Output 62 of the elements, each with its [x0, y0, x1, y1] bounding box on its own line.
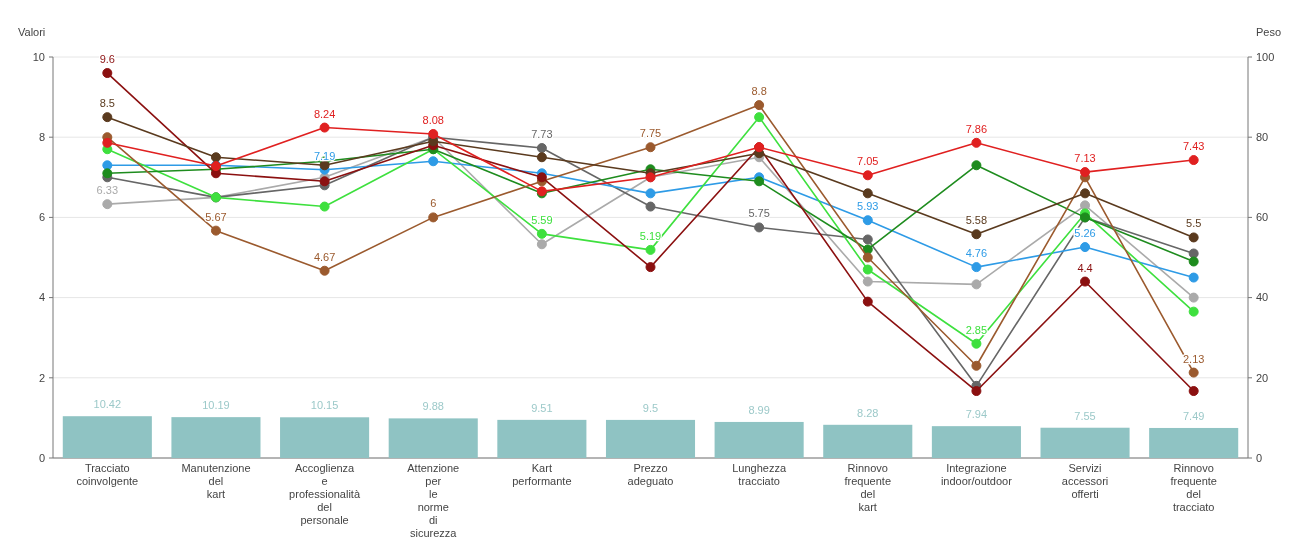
- y-tick-label: 6: [38, 211, 45, 224]
- data-label: 7.43: [1182, 140, 1205, 153]
- y-tick-label: 0: [38, 451, 45, 464]
- data-label: 9.51: [531, 401, 553, 414]
- x-tick-label: Rinnovo frequente del kart: [844, 462, 892, 513]
- data-label: 9.5: [642, 401, 659, 414]
- y2-tick-label: 80: [1256, 131, 1269, 144]
- data-label: 8.5: [99, 97, 115, 110]
- y2-tick-label: 100: [1256, 50, 1275, 63]
- x-tick-label: Tracciato coinvolgente: [76, 462, 139, 487]
- y-tick-label: 2: [38, 371, 45, 384]
- data-label: 7.49: [1182, 409, 1205, 422]
- data-label: 8.99: [748, 403, 770, 416]
- data-label: 7.05: [857, 155, 879, 168]
- data-label: 5.26: [1074, 227, 1096, 240]
- data-label: 9.6: [99, 53, 115, 66]
- data-label: 8.28: [857, 406, 879, 419]
- data-label: 5.75: [748, 207, 770, 220]
- data-label: 6: [430, 197, 437, 210]
- x-tick-label: Prezzo adeguato: [627, 462, 674, 487]
- y2-tick-label: 40: [1256, 291, 1269, 304]
- data-label: 4.76: [965, 247, 988, 260]
- y-tick-label: 4: [38, 291, 45, 304]
- data-label: 8.8: [751, 85, 767, 98]
- x-tick-label: Rinnovo frequente del tracciato: [1170, 462, 1217, 513]
- data-label: 9.88: [422, 400, 444, 413]
- x-tick-label: Servizi accessori offerti: [1061, 462, 1109, 500]
- data-label: 7.13: [1074, 152, 1096, 165]
- x-tick-label: Accoglienza e professionalità del personale: [289, 462, 361, 526]
- data-label: 7.55: [1074, 409, 1096, 422]
- y-tick-label: 8: [38, 131, 45, 144]
- data-label: 6.33: [96, 184, 119, 197]
- data-label: 7.94: [965, 408, 988, 421]
- data-label: 10.15: [310, 399, 339, 412]
- data-label: 7.19: [313, 149, 336, 162]
- y2-tick-label: 0: [1256, 451, 1263, 464]
- data-label: 7.86: [965, 122, 988, 135]
- data-label: 5.67: [205, 210, 227, 223]
- x-tick-label: Kart performante: [512, 462, 572, 487]
- data-label: 5.58: [965, 214, 988, 227]
- x-tick-label: Integrazione indoor/outdoor: [940, 462, 1013, 487]
- y2-tick-label: 20: [1256, 371, 1269, 384]
- data-label: 10.19: [202, 399, 230, 412]
- y2-axis-title: Peso: [1255, 26, 1281, 38]
- data-label: 5.93: [857, 200, 879, 213]
- data-label: 7.73: [531, 128, 553, 141]
- x-tick-label: Lunghezza tracciato: [732, 462, 787, 487]
- y-tick-label: 10: [32, 50, 45, 63]
- data-label: 2.85: [965, 323, 988, 336]
- data-label: 4.4: [1077, 261, 1093, 274]
- data-label: 8.08: [422, 113, 444, 126]
- y2-tick-label: 60: [1256, 211, 1269, 224]
- data-label: 7.75: [639, 127, 662, 140]
- x-tick-label: Attenzione per le norme di sicurezza: [407, 462, 460, 539]
- data-label: 5.5: [1186, 217, 1202, 230]
- data-label: 5.59: [531, 213, 553, 226]
- y-axis-title: Valori: [18, 26, 46, 38]
- data-label: 8.24: [313, 107, 336, 120]
- data-label: 5.19: [639, 229, 662, 242]
- data-label: 10.42: [93, 398, 122, 411]
- x-tick-label: Manutenzione del kart: [181, 462, 251, 500]
- data-label: 4.67: [313, 250, 336, 263]
